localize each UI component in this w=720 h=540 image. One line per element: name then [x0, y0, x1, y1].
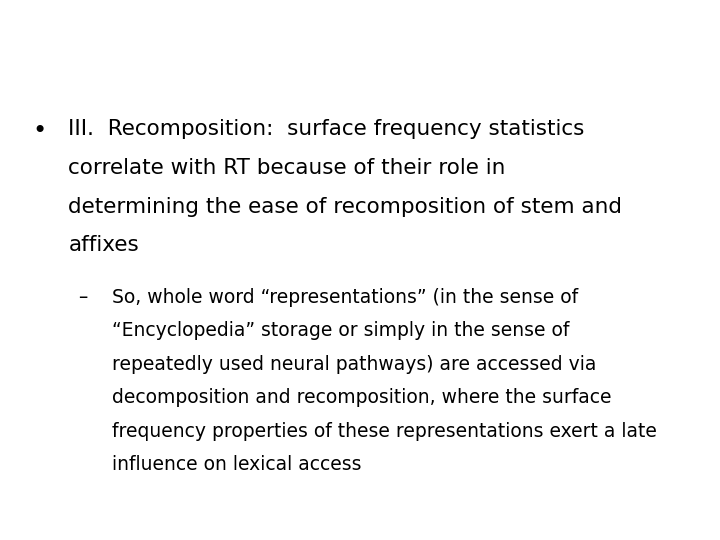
Text: correlate with RT because of their role in: correlate with RT because of their role … — [68, 158, 505, 178]
Text: “Encyclopedia” storage or simply in the sense of: “Encyclopedia” storage or simply in the … — [112, 321, 569, 340]
Text: influence on lexical access: influence on lexical access — [112, 455, 361, 474]
Text: So, whole word “representations” (in the sense of: So, whole word “representations” (in the… — [112, 288, 577, 307]
Text: •: • — [32, 119, 47, 143]
Text: decomposition and recomposition, where the surface: decomposition and recomposition, where t… — [112, 388, 611, 407]
Text: repeatedly used neural pathways) are accessed via: repeatedly used neural pathways) are acc… — [112, 355, 596, 374]
Text: III.  Recomposition:  surface frequency statistics: III. Recomposition: surface frequency st… — [68, 119, 585, 139]
Text: affixes: affixes — [68, 235, 139, 255]
Text: frequency properties of these representations exert a late: frequency properties of these representa… — [112, 422, 657, 441]
Text: –: – — [78, 288, 87, 307]
Text: determining the ease of recomposition of stem and: determining the ease of recomposition of… — [68, 197, 622, 217]
